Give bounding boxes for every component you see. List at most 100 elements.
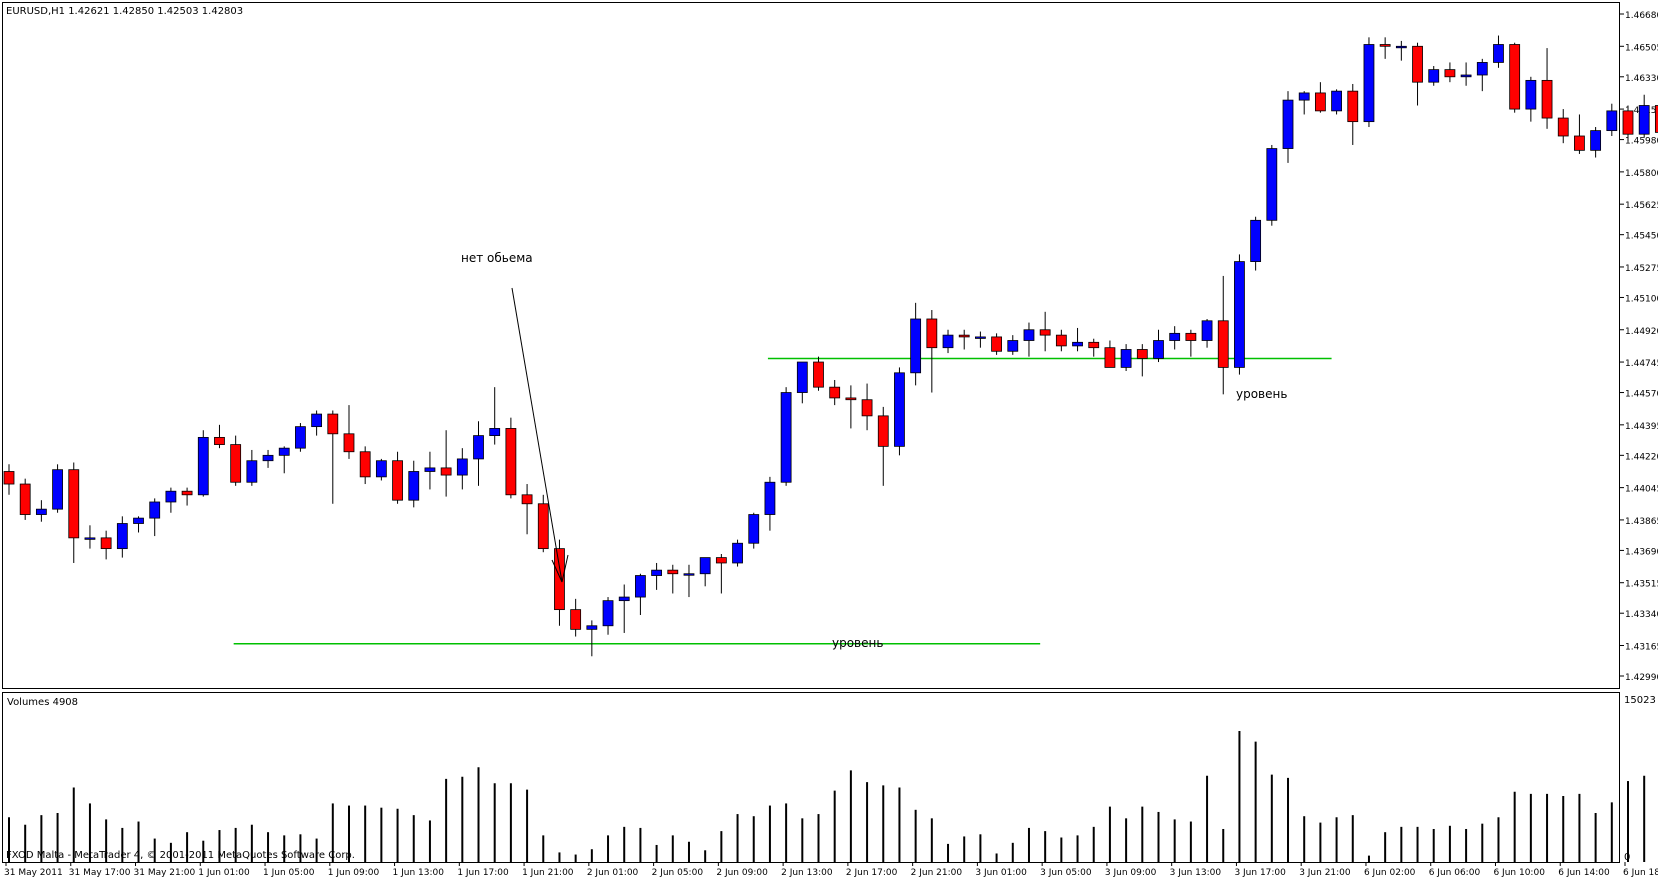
arrow-line bbox=[511, 287, 563, 583]
candle-bullish bbox=[1234, 261, 1245, 368]
time-tick-label: 1 Jun 17:00 bbox=[457, 868, 509, 878]
candle-bearish bbox=[829, 386, 841, 399]
price-tick-label: 1.45100 bbox=[1625, 294, 1658, 304]
candle-bullish bbox=[165, 490, 177, 503]
candle-bullish bbox=[764, 481, 776, 515]
candle-bullish bbox=[1072, 341, 1083, 347]
candle-bearish bbox=[3, 471, 15, 485]
candle-bullish bbox=[748, 514, 760, 544]
time-tick-label: 31 May 2011 bbox=[4, 868, 63, 878]
price-tick-label: 1.43515 bbox=[1625, 580, 1658, 590]
candle-bullish bbox=[295, 426, 306, 449]
candle-bearish bbox=[861, 399, 873, 417]
time-tick-label: 2 Jun 01:00 bbox=[587, 868, 639, 878]
time-tick-label: 1 Jun 13:00 bbox=[393, 868, 445, 878]
candle-bearish bbox=[1314, 92, 1326, 112]
candle-bullish bbox=[602, 600, 614, 627]
candle-bearish bbox=[813, 361, 824, 388]
candle-bullish bbox=[1007, 340, 1019, 352]
candle-bullish bbox=[52, 469, 63, 510]
time-tick-label: 1 Jun 05:00 bbox=[263, 868, 315, 878]
time-tick-label: 3 Jun 01:00 bbox=[975, 868, 1027, 878]
lower-level-label: уровень bbox=[832, 636, 883, 650]
candle-bullish bbox=[1638, 105, 1650, 135]
candle-bearish bbox=[1654, 105, 1658, 133]
volume-max-label: 15023 bbox=[1624, 695, 1656, 706]
candle-bearish bbox=[1509, 44, 1521, 110]
candle-bearish bbox=[230, 444, 242, 483]
time-tick-label: 6 Jun 18:00 bbox=[1623, 868, 1658, 878]
time-tick-label: 6 Jun 14:00 bbox=[1558, 868, 1610, 878]
candle-bullish bbox=[262, 454, 274, 462]
candle-bullish bbox=[278, 447, 290, 456]
price-tick-label: 1.44570 bbox=[1625, 390, 1658, 400]
symbol-title: EURUSD,H1 1.42621 1.42850 1.42503 1.4280… bbox=[6, 6, 243, 17]
candle-bearish bbox=[715, 557, 727, 564]
candle-bullish bbox=[1153, 340, 1164, 359]
candle-bearish bbox=[1557, 117, 1569, 137]
time-tick-label: 1 Jun 01:00 bbox=[198, 868, 250, 878]
time-tick-label: 6 Jun 10:00 bbox=[1493, 868, 1545, 878]
time-tick-label: 6 Jun 06:00 bbox=[1429, 868, 1481, 878]
candle-bullish bbox=[311, 413, 323, 428]
candle-bearish bbox=[359, 451, 371, 478]
time-tick-label: 31 May 21:00 bbox=[134, 868, 196, 878]
candle-bullish bbox=[1460, 74, 1472, 78]
candle-bearish bbox=[100, 537, 112, 550]
candle-bearish bbox=[1379, 44, 1391, 47]
arrow-annotation bbox=[511, 287, 569, 583]
candle-bullish bbox=[1428, 69, 1440, 83]
candles bbox=[3, 35, 1658, 657]
time-axis: 31 May 2011 31 May 17:00 31 May 21:00 1 Jun… bbox=[4, 862, 1658, 878]
time-tick-label: 2 Jun 05:00 bbox=[652, 868, 704, 878]
arrow-note-label: нет обьема bbox=[461, 251, 533, 265]
candle-bearish bbox=[327, 413, 339, 435]
candle-bearish bbox=[1574, 135, 1585, 151]
candle-bearish bbox=[1412, 45, 1423, 83]
candle-bullish bbox=[942, 334, 954, 349]
candle-bullish bbox=[116, 523, 128, 550]
candle-bearish bbox=[1541, 79, 1553, 119]
price-tick-label: 1.44395 bbox=[1625, 422, 1658, 432]
time-tick-label: 31 May 17:00 bbox=[69, 868, 131, 878]
candle-bearish bbox=[440, 467, 452, 476]
candle-bullish bbox=[1201, 320, 1213, 341]
price-tick-label: 1.43865 bbox=[1625, 517, 1658, 527]
candle-bearish bbox=[68, 469, 80, 539]
candle-bullish bbox=[683, 573, 695, 576]
price-tick-label: 1.44920 bbox=[1625, 327, 1658, 337]
price-tick-label: 1.45625 bbox=[1625, 201, 1658, 211]
candle-bullish bbox=[910, 318, 922, 374]
price-tick-label: 1.45980 bbox=[1625, 137, 1658, 147]
time-tick-label: 1 Jun 21:00 bbox=[522, 868, 574, 878]
candle-bearish bbox=[505, 428, 517, 496]
candle-bearish bbox=[1055, 334, 1067, 347]
candle-bullish bbox=[635, 575, 646, 598]
candle-bearish bbox=[554, 548, 565, 611]
candle-bearish bbox=[845, 397, 857, 401]
candle-bullish bbox=[246, 460, 258, 483]
price-tick-label: 1.46505 bbox=[1625, 43, 1658, 53]
candle-bullish bbox=[975, 336, 986, 339]
candle-bullish bbox=[1331, 90, 1342, 112]
candle-bullish bbox=[408, 471, 420, 501]
time-tick-label: 3 Jun 17:00 bbox=[1234, 868, 1286, 878]
candle-bullish bbox=[1282, 99, 1294, 149]
candle-bullish bbox=[1493, 44, 1504, 63]
candle-bearish bbox=[991, 336, 1002, 352]
candle-bearish bbox=[392, 460, 403, 501]
candle-bullish bbox=[1298, 92, 1310, 101]
upper-level-label: уровень bbox=[1236, 387, 1287, 401]
candle-bullish bbox=[894, 372, 905, 447]
time-tick-label: 6 Jun 02:00 bbox=[1364, 868, 1416, 878]
time-tick-label: 3 Jun 09:00 bbox=[1105, 868, 1157, 878]
price-tick-label: 1.42990 bbox=[1625, 673, 1658, 683]
candle-bullish bbox=[197, 436, 209, 496]
candle-bearish bbox=[570, 609, 582, 630]
candle-bullish bbox=[84, 537, 96, 540]
candle-bullish bbox=[1590, 130, 1602, 151]
candle-bearish bbox=[926, 318, 938, 349]
candle-bullish bbox=[1120, 349, 1132, 368]
